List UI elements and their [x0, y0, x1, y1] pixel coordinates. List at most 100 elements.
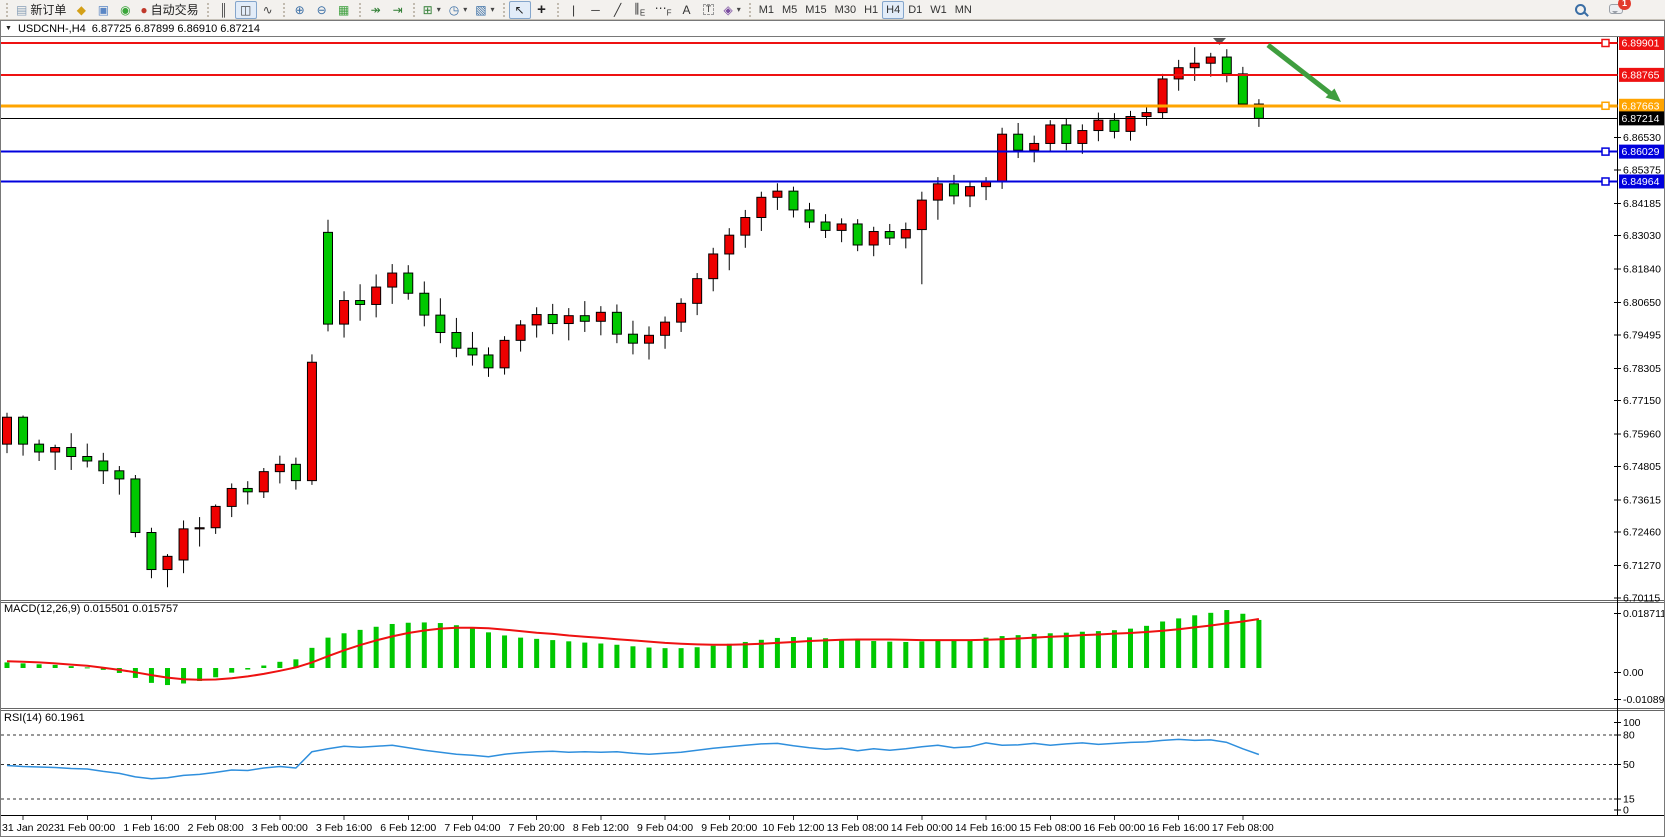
templates-button[interactable]: ▧ ▾: [471, 1, 498, 19]
autotrade-icon: ●: [140, 2, 148, 17]
svg-text:2 Feb 08:00: 2 Feb 08:00: [188, 822, 244, 834]
candles-icon: ◫: [239, 2, 252, 17]
chevron-down-icon: ▾: [490, 5, 495, 14]
autotrading-button[interactable]: ● 自动交易: [136, 1, 202, 19]
svg-text:6.72460: 6.72460: [1623, 527, 1661, 539]
notifications-button[interactable]: 1: [1605, 0, 1631, 19]
auto-scroll-button[interactable]: ↠: [365, 1, 387, 19]
svg-text:6.86029: 6.86029: [1622, 146, 1660, 158]
timeframe-mn-button[interactable]: MN: [951, 1, 976, 19]
timeframe-m15-button[interactable]: M15: [801, 1, 830, 19]
channel-icon: ∥E: [633, 0, 646, 18]
new-chart-button[interactable]: ◆: [70, 1, 92, 19]
bars-icon: ║: [219, 2, 228, 17]
indicators-button[interactable]: ⊞ ▾: [419, 1, 445, 19]
tline-icon: ╱: [613, 2, 622, 17]
toolbar-grip: [6, 2, 8, 17]
candlestick-chart-button[interactable]: ◫: [234, 0, 257, 19]
svg-text:16 Feb 00:00: 16 Feb 00:00: [1084, 822, 1146, 834]
svg-text:6.88765: 6.88765: [1622, 69, 1660, 81]
crosshair-button[interactable]: +: [531, 1, 553, 19]
svg-text:1 Feb 16:00: 1 Feb 16:00: [123, 822, 179, 834]
window-menu-icon[interactable]: ▼: [5, 25, 12, 32]
timeframe-h4-button[interactable]: H4: [882, 0, 905, 19]
terminal-icon: ▣: [97, 2, 110, 17]
periods-button[interactable]: ◷ ▾: [445, 1, 472, 19]
autoscroll-icon: ↠: [370, 2, 381, 17]
svg-text:13 Feb 08:00: 13 Feb 08:00: [827, 822, 889, 834]
text-button[interactable]: A: [675, 1, 697, 19]
vertical-line-button[interactable]: |: [563, 1, 585, 19]
chartshift-icon: ⇥: [392, 2, 403, 17]
zoom-in-button[interactable]: ⊕: [289, 1, 311, 19]
svg-text:-0.010896: -0.010896: [1623, 694, 1664, 706]
chart-symbol-period: USDCNH-,H4: [17, 22, 86, 35]
timeframe-h1-button[interactable]: H1: [860, 1, 882, 19]
signals-button[interactable]: ◉: [114, 1, 136, 19]
svg-text:6.74805: 6.74805: [1623, 461, 1661, 473]
svg-text:0.00: 0.00: [1623, 667, 1644, 679]
svg-text:15: 15: [1623, 794, 1635, 806]
vline-icon: |: [572, 2, 576, 17]
tile-windows-button[interactable]: ▦: [333, 1, 355, 19]
svg-text:80: 80: [1623, 730, 1635, 742]
toolbar-grip: [748, 2, 751, 17]
fibonacci-button[interactable]: ⋯F: [651, 1, 676, 19]
svg-text:6.78305: 6.78305: [1623, 363, 1661, 375]
chart-shift-button[interactable]: ⇥: [387, 1, 409, 19]
toolbar-grip: [412, 2, 415, 17]
horizontal-line-button[interactable]: ─: [585, 1, 607, 19]
chart-canvas[interactable]: 6.86530 6.85375 6.84185 6.83030 6.81840 6.806…: [1, 37, 1664, 836]
timeframe-m15-label: M15: [805, 3, 827, 16]
new-order-button[interactable]: ▤ 新订单: [12, 1, 70, 19]
new-order-label: 新订单: [30, 3, 67, 17]
svg-text:8 Feb 12:00: 8 Feb 12:00: [573, 822, 629, 834]
zoom-out-button[interactable]: ⊖: [311, 1, 333, 19]
svg-text:16 Feb 16:00: 16 Feb 16:00: [1148, 822, 1210, 834]
autotrading-label: 自动交易: [150, 3, 199, 17]
svg-text:9 Feb 04:00: 9 Feb 04:00: [637, 822, 693, 834]
zoom-in-icon: ⊕: [294, 2, 305, 17]
toolbar-grip: [502, 2, 505, 17]
cursor-icon: ↖: [514, 2, 525, 17]
gold-chart-icon: ◆: [76, 2, 86, 17]
timeframe-m30-label: M30: [834, 3, 857, 16]
svg-text:3 Feb 16:00: 3 Feb 16:00: [316, 822, 372, 834]
svg-text:6.87214: 6.87214: [1622, 113, 1660, 125]
macd-label: MACD(12,26,9) 0.015501 0.015757: [4, 603, 179, 615]
toolbar-right: 1: [1569, 0, 1631, 19]
bar-chart-button[interactable]: ║: [213, 1, 235, 19]
toolbar-grip: [358, 2, 361, 17]
svg-text:6.87663: 6.87663: [1622, 100, 1660, 112]
hline-icon: ─: [591, 2, 600, 17]
toolbar-grip: [282, 2, 285, 17]
svg-text:6.89901: 6.89901: [1622, 38, 1660, 50]
svg-text:6.71270: 6.71270: [1623, 560, 1661, 572]
timeframe-m5-button[interactable]: M5: [778, 1, 801, 19]
trendline-button[interactable]: ╱: [607, 1, 629, 19]
svg-text:6.73615: 6.73615: [1623, 494, 1661, 506]
equidistant-channel-button[interactable]: ∥E: [629, 1, 651, 19]
timeframe-d1-button[interactable]: D1: [904, 1, 926, 19]
svg-text:6.80650: 6.80650: [1623, 297, 1661, 309]
line-icon: ∿: [262, 2, 273, 17]
chart-ohlc-quote: 6.87725 6.87899 6.86910 6.87214: [91, 22, 260, 35]
market-watch-button[interactable]: ▣: [92, 1, 114, 19]
arrows-button[interactable]: ◈ ▾: [719, 1, 744, 19]
timeframe-m30-button[interactable]: M30: [831, 1, 860, 19]
svg-text:6.70115: 6.70115: [1623, 593, 1660, 605]
timeframe-m1-button[interactable]: M1: [755, 1, 778, 19]
svg-text:6.84185: 6.84185: [1623, 198, 1661, 210]
clock-icon: ◷: [448, 2, 460, 17]
line-chart-button[interactable]: ∿: [257, 1, 279, 19]
chart-title-bar[interactable]: ▼ USDCNH-,H4 6.87725 6.87899 6.86910 6.8…: [1, 21, 1664, 37]
timeframe-w1-button[interactable]: W1: [926, 1, 951, 19]
timeframe-m5-label: M5: [781, 3, 798, 16]
chevron-down-icon: ▾: [463, 5, 468, 14]
search-button[interactable]: [1569, 1, 1591, 19]
indicator-plus-icon: ⊞: [422, 2, 433, 17]
text-label-button[interactable]: T: [697, 1, 719, 19]
svg-text:6.83030: 6.83030: [1623, 230, 1661, 242]
cursor-button[interactable]: ↖: [508, 0, 531, 19]
tiles-icon: ▦: [337, 2, 350, 17]
